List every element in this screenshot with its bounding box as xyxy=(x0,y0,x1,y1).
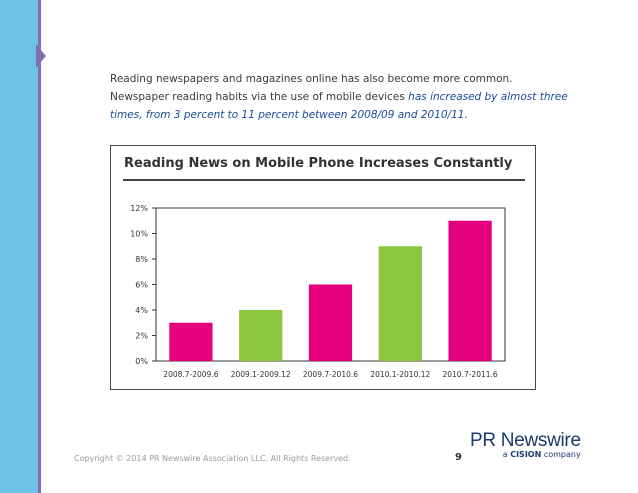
logo-tagline-brand: CISION xyxy=(510,450,542,459)
chart-title-rule xyxy=(123,179,525,181)
side-band-edge xyxy=(38,0,41,493)
bar xyxy=(239,310,283,361)
page-number: 9 xyxy=(455,452,462,463)
intro-highlight: has increased by almost three times, fro… xyxy=(110,91,568,121)
bar xyxy=(448,220,492,361)
y-tick-label: 4% xyxy=(135,306,148,315)
bar xyxy=(378,246,422,361)
chart-title: Reading News on Mobile Phone Increases C… xyxy=(124,156,513,171)
y-tick-label: 8% xyxy=(135,255,148,264)
intro-text: Reading newspapers and magazines online … xyxy=(110,73,513,103)
y-tick-label: 12% xyxy=(130,204,148,213)
bar xyxy=(169,322,213,361)
intro-end: . xyxy=(464,109,468,121)
side-color-band xyxy=(0,0,38,493)
logo-wordmark: PR Newswire xyxy=(470,430,581,451)
side-tab-marker xyxy=(36,44,46,68)
bar xyxy=(308,284,353,361)
y-tick-label: 6% xyxy=(135,281,148,290)
copyright-text: Copyright © 2014 PR Newswire Association… xyxy=(74,454,351,463)
logo-tagline-a: a xyxy=(502,450,511,459)
x-tick-label: 2010.7-2011.6 xyxy=(442,370,497,379)
x-tick-label: 2009.7-2010.6 xyxy=(303,370,358,379)
x-tick-label: 2009.1-2009.12 xyxy=(231,370,291,379)
x-tick-label: 2008.7-2009.6 xyxy=(163,370,218,379)
logo-tagline: a CISION company xyxy=(470,450,581,459)
y-tick-label: 2% xyxy=(135,332,148,341)
y-tick-label: 10% xyxy=(130,230,148,239)
x-tick-label: 2010.1-2010.12 xyxy=(370,370,430,379)
chart-container: Reading News on Mobile Phone Increases C… xyxy=(110,145,536,390)
logo-tagline-b: company xyxy=(541,450,581,459)
bar-chart: 0% 2% 4% 6% 8% 10% 12% 2008.7-2009.6 2009.1-2009… xyxy=(130,204,506,379)
y-tick-label: 0% xyxy=(135,357,148,366)
intro-paragraph: Reading newspapers and magazines online … xyxy=(110,70,570,124)
pr-newswire-logo: PR Newswire a CISION company xyxy=(470,430,581,459)
